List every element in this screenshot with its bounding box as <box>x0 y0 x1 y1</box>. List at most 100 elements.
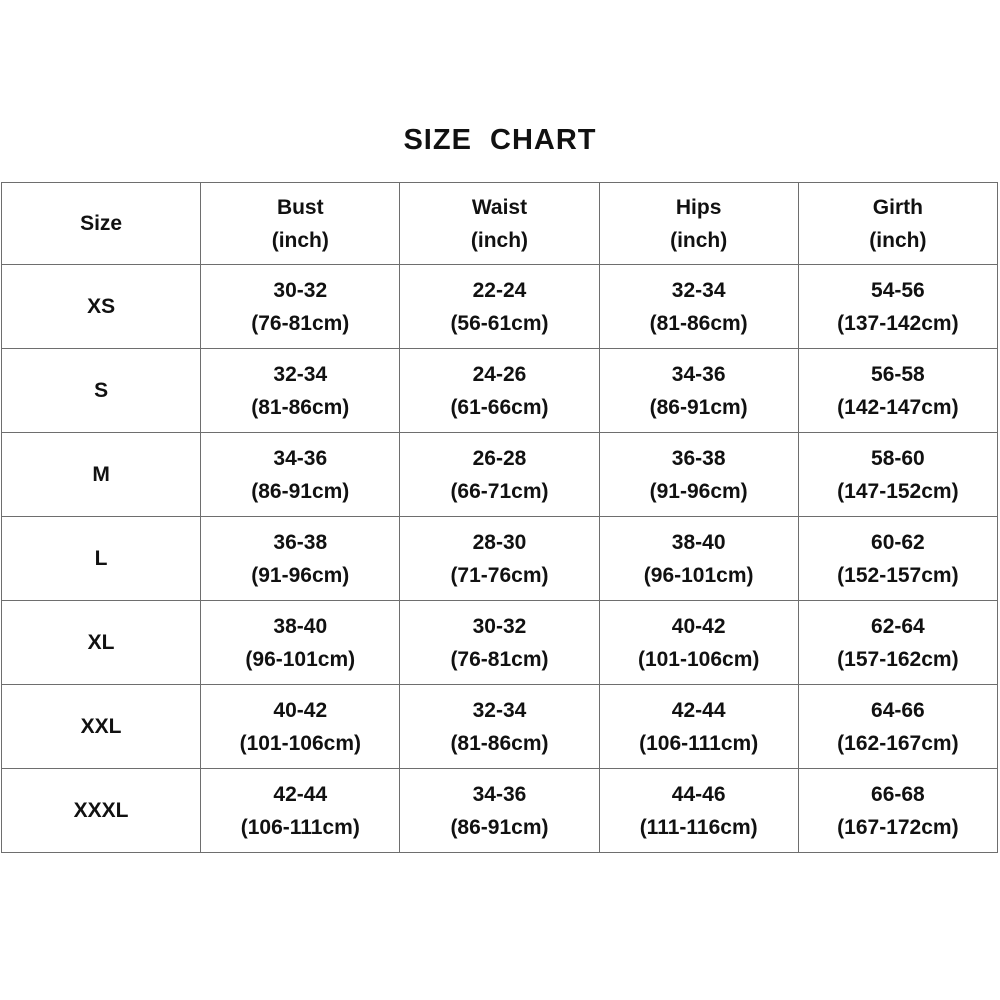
cell-xs-size: XS <box>0 264 202 349</box>
value-inch: 38-40 <box>273 614 328 638</box>
cell-m-hips: 36-38 (91-96cm) <box>598 432 799 517</box>
value-cm: (167-172cm) <box>837 815 959 839</box>
value-inch: 40-42 <box>273 698 328 722</box>
table-header: Size Bust (inch) Waist (inch) Hips (inch) Girth… <box>0 182 999 265</box>
value-inch: 38-40 <box>671 530 726 554</box>
value-cm: (106-111cm) <box>639 731 759 755</box>
table-row-s: S 32-34 (81-86cm) 24-26 (61-66cm) 34-36 (86-91… <box>0 348 999 433</box>
cell-xl-bust: 38-40 (96-101cm) <box>200 600 401 685</box>
table-row-xl: XL 38-40 (96-101cm) 30-32 (76-81cm) 40-42 (101… <box>0 600 999 685</box>
cell-xxxl-size: XXXL <box>0 768 202 853</box>
value-cm: (86-91cm) <box>450 815 549 839</box>
value-cm: (137-142cm) <box>837 311 959 335</box>
value-inch: 44-46 <box>671 782 726 806</box>
value-cm: (101-106cm) <box>637 647 760 671</box>
value-inch: 32-34 <box>273 362 328 386</box>
size-label: S <box>94 379 109 402</box>
value-inch: 66-68 <box>871 782 925 806</box>
column-unit: (inch) <box>470 228 529 252</box>
cell-xxl-bust: 40-42 (101-106cm) <box>200 684 401 769</box>
value-cm: (142-147cm) <box>837 395 959 419</box>
cell-xl-waist: 30-32 (76-81cm) <box>399 600 600 685</box>
value-inch: 30-32 <box>472 614 527 638</box>
table-row-xxl: XXL 40-42 (101-106cm) 32-34 (81-86cm) 42-44 (1… <box>0 684 999 769</box>
value-inch: 42-44 <box>671 698 726 722</box>
value-inch: 64-66 <box>871 698 925 722</box>
column-label: Waist <box>471 195 528 219</box>
value-cm: (56-61cm) <box>450 311 549 335</box>
cell-xxxl-hips: 44-46 (111-116cm) <box>598 768 799 853</box>
cell-l-waist: 28-30 (71-76cm) <box>399 516 600 601</box>
value-inch: 34-36 <box>671 362 726 386</box>
table-row-xxxl: XXXL 42-44 (106-111cm) 34-36 (86-91cm) 44-46 (… <box>0 768 999 853</box>
column-header-hips: Hips (inch) <box>598 182 799 265</box>
cell-xxl-size: XXL <box>0 684 202 769</box>
value-inch: 32-34 <box>472 698 527 722</box>
value-inch: 36-38 <box>273 530 328 554</box>
cell-s-girth: 56-58 (142-147cm) <box>797 348 999 433</box>
value-cm: (66-71cm) <box>450 479 549 503</box>
value-cm: (111-116cm) <box>639 815 758 839</box>
size-label: M <box>92 463 110 486</box>
column-header-waist: Waist (inch) <box>399 182 600 265</box>
cell-s-bust: 32-34 (81-86cm) <box>200 348 401 433</box>
value-cm: (106-111cm) <box>240 815 360 839</box>
size-chart-table: Size Bust (inch) Waist (inch) Hips (inch) Girth… <box>0 182 999 853</box>
column-header-size: Size <box>0 182 202 265</box>
column-label: Size <box>80 212 123 235</box>
cell-xs-girth: 54-56 (137-142cm) <box>797 264 999 349</box>
value-cm: (86-91cm) <box>649 395 748 419</box>
table-row-xs: XS 30-32 (76-81cm) 22-24 (56-61cm) 32-34 (81-8… <box>0 264 999 349</box>
value-inch: 54-56 <box>871 278 925 302</box>
value-inch: 56-58 <box>871 362 925 386</box>
value-inch: 58-60 <box>871 446 925 470</box>
cell-xxl-hips: 42-44 (106-111cm) <box>598 684 799 769</box>
table-body: XS 30-32 (76-81cm) 22-24 (56-61cm) 32-34 (81-8… <box>0 264 999 853</box>
page-title: SIZE CHART <box>403 124 597 156</box>
value-inch: 28-30 <box>472 530 527 554</box>
value-cm: (81-86cm) <box>450 731 549 755</box>
value-cm: (91-96cm) <box>649 479 748 503</box>
value-cm: (76-81cm) <box>450 647 549 671</box>
column-unit: (inch) <box>869 228 927 252</box>
column-unit: (inch) <box>271 228 329 252</box>
header-row: Size Bust (inch) Waist (inch) Hips (inch) Girth… <box>0 182 999 265</box>
value-cm: (101-106cm) <box>239 731 361 755</box>
value-inch: 62-64 <box>871 614 925 638</box>
value-cm: (76-81cm) <box>251 311 350 335</box>
cell-xs-hips: 32-34 (81-86cm) <box>598 264 799 349</box>
cell-xl-size: XL <box>0 600 202 685</box>
cell-l-hips: 38-40 (96-101cm) <box>598 516 799 601</box>
column-label: Hips <box>675 195 722 219</box>
size-label: L <box>94 547 108 570</box>
value-inch: 26-28 <box>472 446 527 470</box>
value-cm: (81-86cm) <box>251 395 350 419</box>
size-label: XXL <box>80 715 122 738</box>
value-cm: (152-157cm) <box>837 563 959 587</box>
cell-s-waist: 24-26 (61-66cm) <box>399 348 600 433</box>
column-label: Bust <box>276 195 324 219</box>
value-inch: 30-32 <box>273 278 328 302</box>
cell-l-bust: 36-38 (91-96cm) <box>200 516 401 601</box>
value-cm: (81-86cm) <box>649 311 748 335</box>
value-cm: (96-101cm) <box>643 563 754 587</box>
value-inch: 34-36 <box>472 782 527 806</box>
value-inch: 34-36 <box>273 446 328 470</box>
cell-l-girth: 60-62 (152-157cm) <box>797 516 999 601</box>
value-inch: 42-44 <box>273 782 328 806</box>
cell-xxl-waist: 32-34 (81-86cm) <box>399 684 600 769</box>
cell-m-bust: 34-36 (86-91cm) <box>200 432 401 517</box>
value-cm: (162-167cm) <box>837 731 959 755</box>
value-cm: (147-152cm) <box>837 479 959 503</box>
cell-xxxl-bust: 42-44 (106-111cm) <box>200 768 401 853</box>
cell-m-size: M <box>0 432 202 517</box>
value-cm: (86-91cm) <box>251 479 350 503</box>
cell-m-girth: 58-60 (147-152cm) <box>797 432 999 517</box>
cell-xxxl-waist: 34-36 (86-91cm) <box>399 768 600 853</box>
value-inch: 22-24 <box>472 278 527 302</box>
value-cm: (91-96cm) <box>251 563 350 587</box>
column-header-girth: Girth (inch) <box>797 182 999 265</box>
value-cm: (96-101cm) <box>245 647 356 671</box>
column-unit: (inch) <box>670 228 728 252</box>
